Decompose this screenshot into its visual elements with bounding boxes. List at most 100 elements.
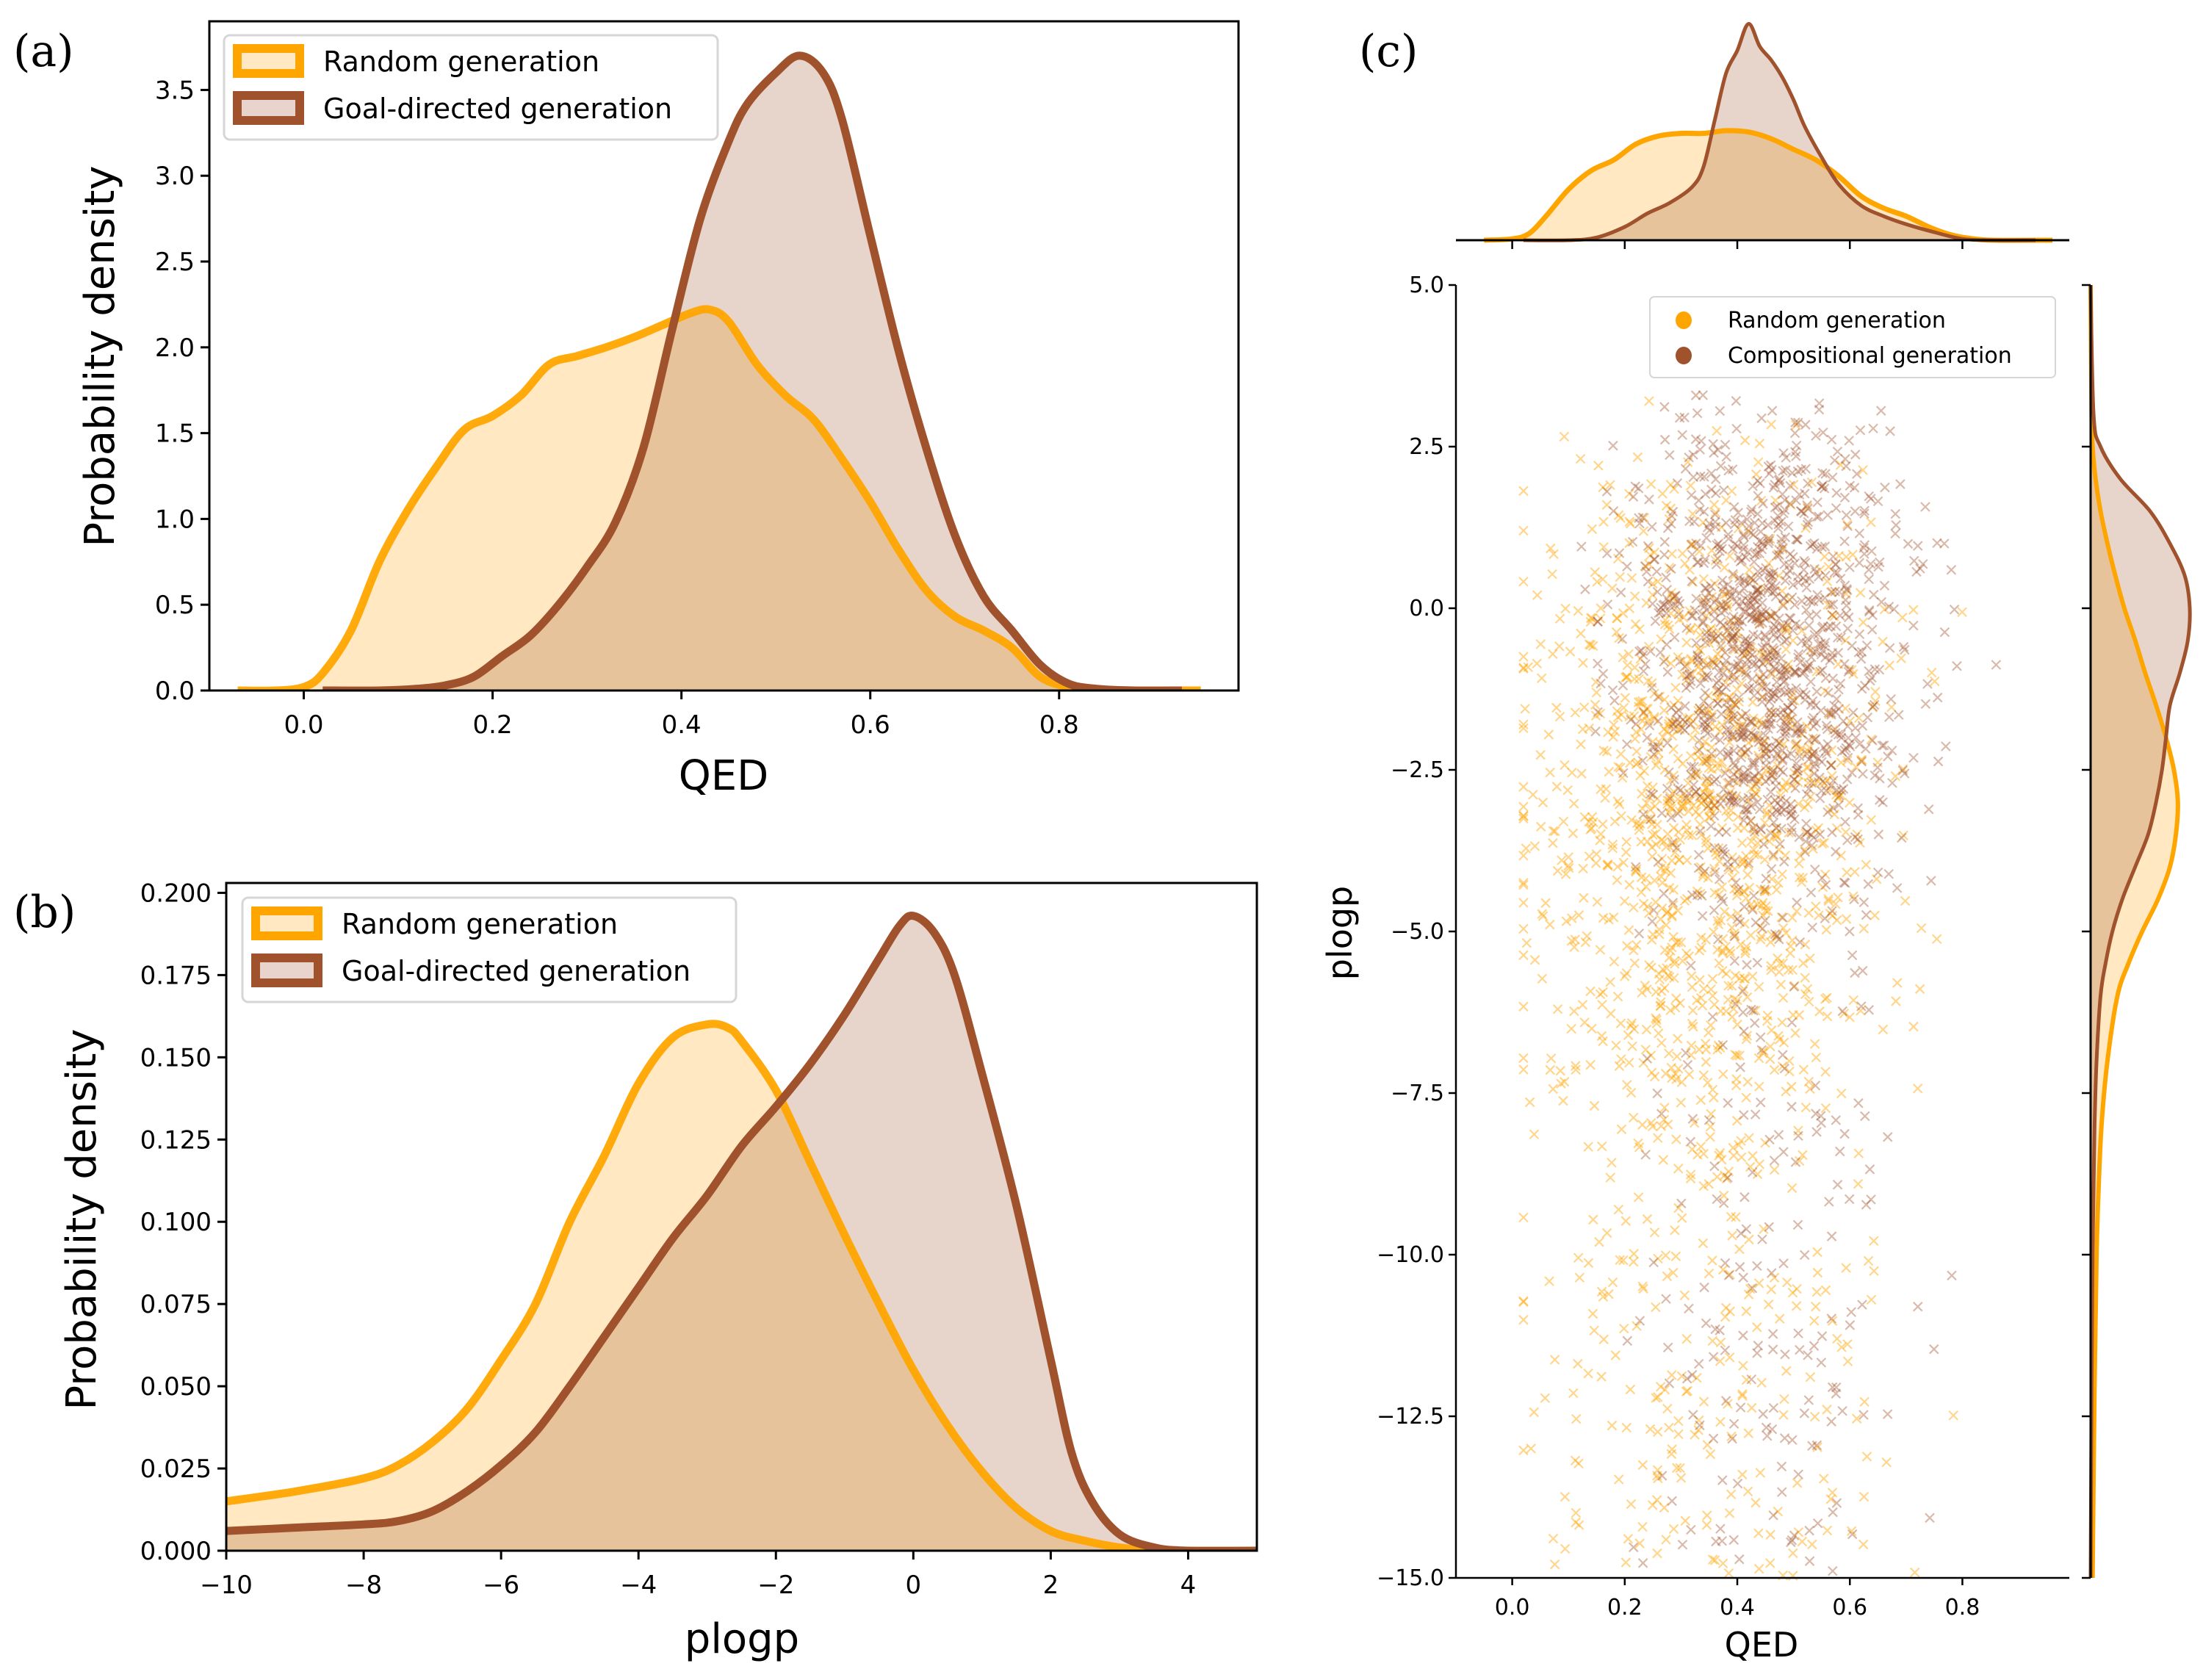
panel-c-scatter-point-compositional <box>1747 1167 1758 1178</box>
panel-c-scatter-point-random <box>1892 978 1903 988</box>
panel-c-scatter-point-random <box>1674 614 1684 624</box>
panel-c-scatter-point-random <box>1698 517 1709 528</box>
panel-c-scatter-point-random <box>1783 710 1794 721</box>
panel-c-scatter-point-compositional <box>1802 643 1813 654</box>
panel-c-scatter-point-compositional <box>1804 1525 1814 1536</box>
panel-c-scatter-point-random <box>1609 726 1620 737</box>
panel-c-scatter-point-random <box>1573 1252 1584 1263</box>
panel-c-scatter-point-compositional <box>1677 1539 1688 1550</box>
panel-c-legend-marker-random <box>1676 311 1692 329</box>
panel-c-scatter-point-compositional <box>1711 774 1722 785</box>
panel-c-scatter-point-compositional <box>1693 862 1704 873</box>
panel-c-scatter-point-compositional <box>1706 821 1717 832</box>
panel-b-y-tick-label: 0.050 <box>140 1372 212 1402</box>
panel-c-scatter-point-random <box>1667 717 1678 728</box>
panel-c-scatter-point-random <box>1605 1172 1615 1183</box>
panel-c-scatter-point-compositional <box>1748 480 1758 491</box>
panel-c-scatter-point-random <box>1564 862 1574 873</box>
panel-c-scatter-point-random <box>1772 832 1782 843</box>
panel-c-scatter-point-compositional <box>1717 896 1728 907</box>
panel-c-scatter-point-random <box>1869 1236 1879 1246</box>
panel-c-scatter-point-compositional <box>1947 1270 1957 1281</box>
panel-c-scatter-point-random <box>1639 513 1650 523</box>
panel-c-scatter-point-compositional <box>1803 1395 1814 1405</box>
panel-c-scatter-point-compositional <box>1800 694 1810 705</box>
panel-a-y-ticks: 0.00.51.01.52.02.53.03.5 <box>155 76 209 706</box>
panel-c-scatter-point-compositional <box>1750 605 1762 615</box>
panel-c-scatter-point-random <box>1752 732 1762 742</box>
panel-c-scatter-point-compositional <box>1723 672 1734 682</box>
panel-c-scatter-point-random <box>1739 886 1750 897</box>
panel-c-scatter-point-random <box>1709 887 1720 898</box>
panel-c-scatter-point-compositional <box>1926 876 1936 886</box>
panel-c-scatter-point-random <box>1826 745 1837 755</box>
panel-c-scatter-point-compositional <box>1749 594 1759 605</box>
panel-c-scatter-point-random <box>1643 704 1653 714</box>
panel-c-scatter-point-random <box>1771 884 1782 895</box>
panel-c-scatter-point-compositional <box>1757 597 1767 608</box>
panel-c-scatter-point-compositional <box>1810 1080 1821 1091</box>
panel-c-scatter-point-random <box>1649 713 1659 724</box>
panel-c-scatter-point-random <box>1767 646 1778 656</box>
panel-c-scatter-point-compositional <box>1861 1200 1872 1210</box>
panel-c-scatter-point-compositional <box>1786 749 1796 760</box>
panel-c-scatter-point-compositional <box>1800 464 1811 474</box>
panel-c-scatter-point-random <box>1731 1212 1741 1222</box>
panel-c-scatter-point-compositional <box>1753 753 1764 764</box>
panel-c-scatter-point-random <box>1738 886 1749 897</box>
panel-c-scatter-point-random <box>1813 776 1823 787</box>
panel-c-scatter-point-compositional <box>1801 605 1811 616</box>
panel-a-qed-density: (a) 0.0 0.2 0.4 0.6 0.8 0.00.51.01.52.02.53.… <box>13 20 1240 800</box>
panel-c-scatter-point-random <box>1775 979 1786 990</box>
panel-c-scatter-point-compositional <box>1799 555 1809 566</box>
panel-c-scatter-point-random <box>1728 1150 1739 1161</box>
panel-c-scatter-point-compositional <box>1718 784 1729 795</box>
panel-c-scatter-point-random <box>1793 798 1804 810</box>
panel-c-scatter-point-compositional <box>1767 809 1778 820</box>
panel-c-scatter-point-random <box>1723 692 1734 703</box>
panel-c-scatter-point-compositional <box>1716 687 1727 697</box>
panel-c-scatter-point-random <box>1649 1071 1660 1082</box>
panel-c-scatter-point-compositional <box>1765 572 1776 583</box>
panel-c-scatter-point-compositional <box>1842 721 1853 732</box>
panel-c-scatter-point-random <box>1565 646 1576 657</box>
panel-c-scatter-point-random <box>1630 619 1641 630</box>
panel-c-scatter-point-random <box>1786 1081 1797 1092</box>
panel-c-scatter-point-compositional <box>1835 678 1846 689</box>
panel-c-scatter-point-random <box>1578 863 1588 874</box>
panel-c-scatter-point-compositional <box>1637 1558 1648 1568</box>
panel-c-scatter-point-random <box>1650 829 1661 839</box>
panel-c-scatter-point-random <box>1784 1056 1795 1067</box>
panel-c-scatter-point-random <box>1631 746 1642 757</box>
panel-c-scatter-point-compositional <box>1745 598 1756 608</box>
panel-c-scatter-point-compositional <box>1806 596 1816 607</box>
panel-c-scatter-point-compositional <box>1735 1402 1746 1413</box>
panel-c-scatter-point-random <box>1858 1539 1869 1550</box>
panel-c-scatter-point-compositional <box>1803 503 1813 514</box>
panel-c-scatter-point-compositional <box>1778 754 1788 765</box>
panel-c-scatter-point-random <box>1612 875 1623 885</box>
panel-c-scatter-point-compositional <box>1716 600 1726 610</box>
panel-c-scatter-point-compositional <box>1700 554 1711 565</box>
panel-c-scatter-point-compositional <box>1712 1194 1722 1205</box>
panel-c-scatter-point-compositional <box>1763 519 1773 530</box>
panel-c-scatter-point-random <box>1673 937 1684 948</box>
panel-c-scatter-point-random <box>1884 660 1894 671</box>
panel-c-scatter-point-compositional <box>1745 609 1755 620</box>
panel-c-scatter-point-compositional <box>1763 583 1774 594</box>
panel-c-scatter-point-random <box>1568 798 1579 809</box>
panel-c-scatter-point-compositional <box>1662 783 1673 794</box>
panel-c-scatter-point-compositional <box>1884 712 1894 722</box>
panel-c-scatter-point-random <box>1698 871 1708 882</box>
panel-c-scatter-point-random <box>1700 1039 1711 1049</box>
panel-c-scatter-point-random <box>1900 895 1911 906</box>
panel-c-scatter-point-compositional <box>1837 1006 1848 1017</box>
panel-c-scatter-point-compositional <box>1728 669 1739 680</box>
panel-c-scatter-point-compositional <box>1593 616 1603 627</box>
panel-c-scatter-point-compositional <box>1752 957 1763 968</box>
panel-c-scatter-point-random <box>1594 1236 1604 1247</box>
panel-c-scatter-point-compositional <box>1758 498 1768 509</box>
panel-c-scatter-point-random <box>1785 941 1796 951</box>
panel-c-scatter-point-compositional <box>1743 684 1753 695</box>
panel-c-scatter-point-random <box>1568 1388 1579 1399</box>
